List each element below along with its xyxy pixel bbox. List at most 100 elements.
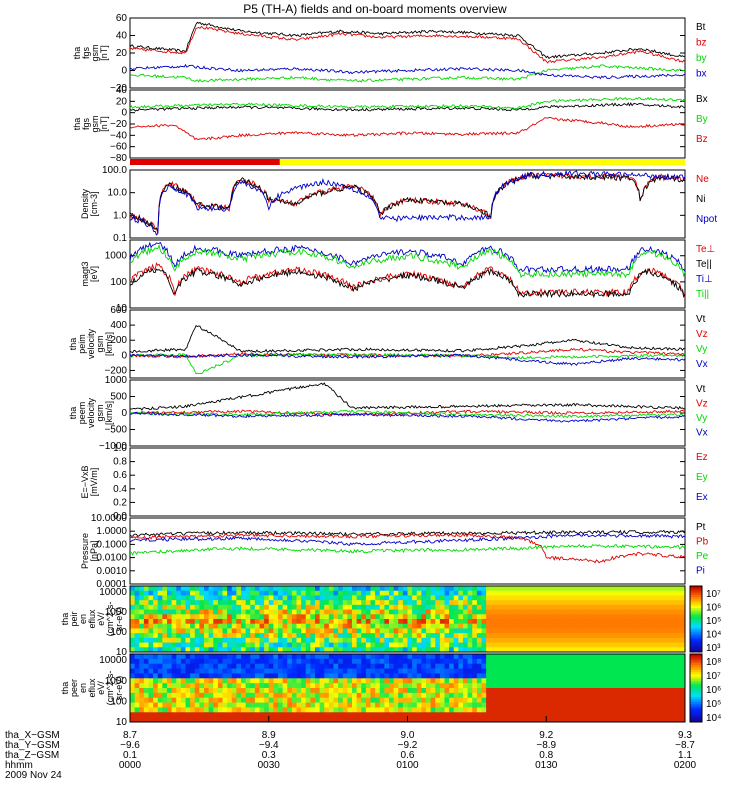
heatmap-cell: [472, 642, 478, 648]
heatmap-cell: [352, 628, 358, 634]
heatmap-cell: [245, 619, 251, 625]
heatmap-cell: [601, 609, 607, 615]
heatmap-cell: [444, 647, 450, 653]
heatmap-cell: [134, 628, 140, 634]
heatmap-cell: [426, 595, 432, 601]
heatmap-cell: [291, 688, 297, 694]
heatmap-cell: [472, 604, 478, 611]
heatmap-cell: [375, 642, 381, 648]
heatmap-cell: [273, 673, 279, 679]
heatmap-cell: [648, 623, 654, 629]
heatmap-cell: [615, 600, 621, 606]
heatmap-cell: [338, 590, 344, 596]
heatmap-cell: [675, 590, 681, 596]
heatmap-cell: [319, 604, 325, 611]
heatmap-cell: [185, 637, 191, 644]
colorbar-cell: [690, 612, 702, 616]
heatmap-cell: [393, 673, 399, 679]
heatmap-cell: [338, 678, 344, 684]
heatmap-cell: [458, 633, 464, 639]
heatmap-cell: [601, 654, 607, 660]
heatmap-cell: [236, 692, 242, 699]
heatmap-cell: [324, 628, 330, 634]
heatmap-cell: [680, 628, 686, 634]
heatmap-cell: [365, 614, 371, 620]
heatmap-cell: [231, 668, 237, 674]
heatmap-cell: [421, 642, 427, 648]
heatmap-cell: [273, 663, 279, 670]
heatmap-cell: [439, 609, 445, 615]
heatmap-cell: [254, 663, 260, 670]
heatmap-cell: [564, 619, 570, 625]
heatmap-cell: [328, 595, 334, 601]
heatmap-cell: [638, 590, 644, 596]
heatmap-cell: [449, 586, 455, 592]
heatmap-cell: [143, 668, 149, 674]
heatmap-cell: [361, 717, 367, 723]
heatmap-cell: [597, 717, 603, 723]
heatmap-cell: [518, 614, 524, 620]
heatmap-cell: [583, 658, 589, 665]
heatmap-cell: [666, 623, 672, 629]
heatmap-cell: [555, 678, 561, 684]
heatmap-cell: [273, 654, 279, 660]
heatmap-cell: [481, 586, 487, 592]
heatmap-cell: [435, 678, 441, 684]
heatmap-cell: [611, 697, 617, 704]
heatmap-cell: [217, 702, 223, 708]
heatmap-cell: [449, 600, 455, 606]
heatmap-cell: [560, 590, 566, 596]
heatmap-cell: [217, 623, 223, 629]
heatmap-cell: [426, 633, 432, 639]
heatmap-cell: [574, 628, 580, 634]
y-tick-label: 10000: [99, 587, 127, 598]
heatmap-cell: [569, 633, 575, 639]
heatmap-cell: [148, 609, 154, 615]
heatmap-cell: [217, 663, 223, 670]
heatmap-cell: [680, 717, 686, 723]
heatmap-cell: [310, 688, 316, 694]
heatmap-cell: [171, 600, 177, 606]
heatmap-cell: [675, 609, 681, 615]
heatmap-cell: [190, 654, 196, 660]
heatmap-cell: [407, 673, 413, 679]
heatmap-cell: [620, 595, 626, 601]
heatmap-cell: [342, 663, 348, 670]
heatmap-cell: [134, 683, 140, 689]
heatmap-cell: [185, 633, 191, 639]
heatmap-cell: [231, 642, 237, 648]
heatmap-cell: [518, 668, 524, 674]
heatmap-cell: [236, 683, 242, 689]
heatmap-cell: [560, 647, 566, 653]
heatmap-cell: [273, 702, 279, 708]
heatmap-cell: [500, 590, 506, 596]
heatmap-cell: [287, 586, 293, 592]
heatmap-cell: [171, 717, 177, 723]
heatmap-cell: [236, 642, 242, 648]
heatmap-cell: [194, 590, 200, 596]
heatmap-cell: [467, 623, 473, 629]
heatmap-cell: [268, 600, 274, 606]
heatmap-cell: [185, 600, 191, 606]
heatmap-cell: [259, 683, 265, 689]
heatmap-cell: [180, 633, 186, 639]
heatmap-cell: [449, 697, 455, 704]
heatmap-cell: [315, 683, 321, 689]
heatmap-cell: [194, 604, 200, 611]
heatmap-cell: [495, 647, 501, 653]
heatmap-cell: [273, 600, 279, 606]
series-red: [129, 117, 686, 141]
heatmap-cell: [564, 600, 570, 606]
heatmap-cell: [365, 623, 371, 629]
heatmap-cell: [513, 702, 519, 708]
heatmap-cell: [379, 663, 385, 670]
colorbar-cell: [690, 592, 702, 596]
heatmap-cell: [282, 647, 288, 653]
heatmap-cell: [291, 633, 297, 639]
heatmap-cell: [398, 623, 404, 629]
heatmap-cell: [328, 637, 334, 644]
heatmap-cell: [213, 658, 219, 665]
heatmap-cell: [527, 668, 533, 674]
heatmap-cell: [199, 586, 205, 592]
heatmap-cell: [278, 697, 284, 704]
